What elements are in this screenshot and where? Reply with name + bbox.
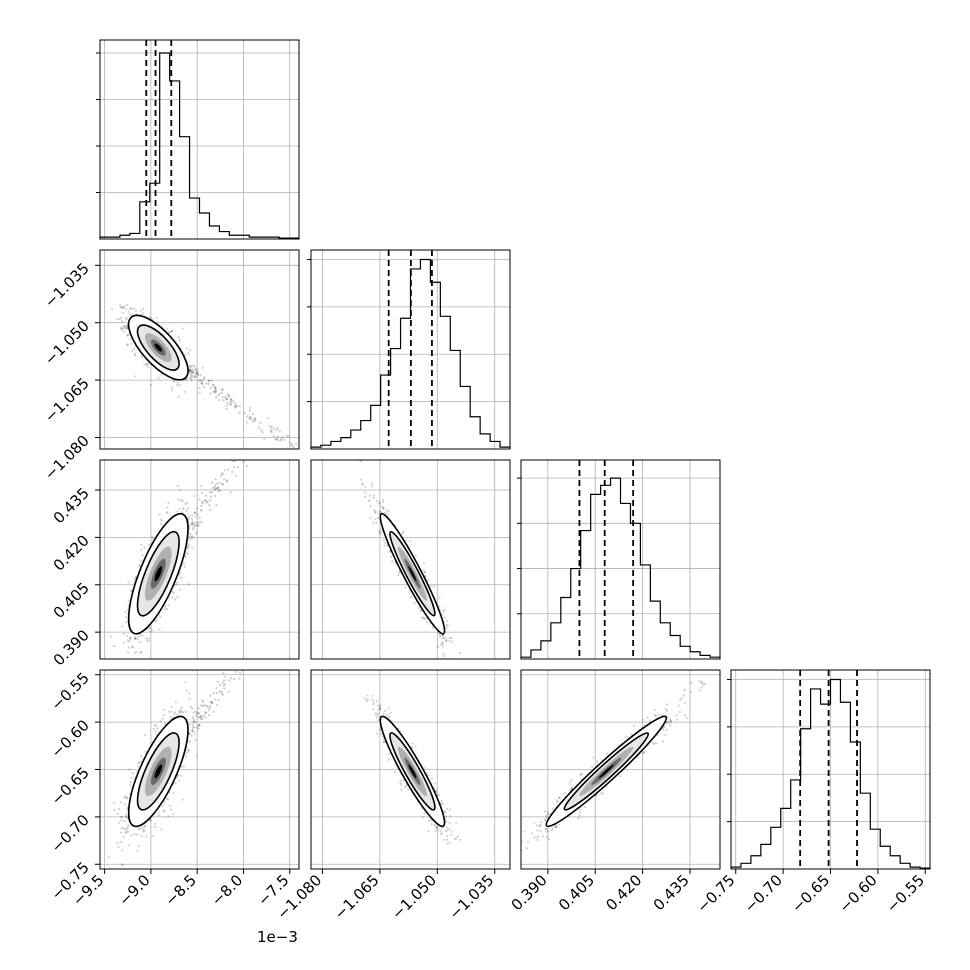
hist-step-3 bbox=[730, 678, 931, 869]
hist-step-0 bbox=[99, 52, 300, 239]
y-axis-3: −0.75−0.70−0.65−0.60−0.55 bbox=[48, 669, 100, 904]
density-core-0-3 bbox=[154, 764, 163, 779]
x-tick-label-3-1: −0.70 bbox=[741, 871, 786, 916]
y-tick-label-3-3: −0.60 bbox=[48, 716, 93, 761]
y-tick-label-1-2: −1.050 bbox=[41, 317, 93, 369]
scatter-panel-frame-0-2 bbox=[99, 459, 300, 660]
hist-panel-3 bbox=[727, 669, 931, 870]
scatter-panel-1-2 bbox=[310, 459, 511, 660]
density-core-2-3 bbox=[598, 764, 614, 779]
x-axis-2: 0.390 0.405 0.420 0.435 bbox=[508, 869, 693, 914]
y-tick-label-1-0: −1.080 bbox=[41, 432, 93, 484]
hist-panel-2 bbox=[517, 459, 721, 660]
scatter-panel-1-3 bbox=[310, 669, 511, 870]
y-tick-label-3-1: −0.70 bbox=[48, 811, 93, 856]
contour-line-0-3-1 bbox=[136, 732, 180, 811]
hist-panel-frame-1 bbox=[310, 249, 511, 450]
x-tick-label-3-3: −0.60 bbox=[835, 871, 880, 916]
x-axis-1: −1.080 −1.065 −1.050 −1.035 bbox=[273, 869, 498, 923]
scatter-panel-frame-0-1 bbox=[99, 249, 300, 450]
density-core-1-2 bbox=[408, 566, 417, 582]
y-tick-label-1-1: −1.065 bbox=[41, 374, 93, 426]
y-tick-label-2-0: 0.390 bbox=[50, 626, 93, 669]
scatter-points-0-2 bbox=[109, 460, 249, 655]
y-tick-label-1-3: −1.035 bbox=[41, 259, 93, 311]
scatter-panel-bg-0-1 bbox=[100, 250, 299, 449]
x-tick-label-2-3: 0.435 bbox=[650, 871, 693, 914]
density-core-0-2 bbox=[154, 566, 163, 582]
scatter-points-2-3 bbox=[521, 680, 707, 852]
x-tick-label-1-3: −1.035 bbox=[446, 871, 498, 923]
scatter-panel-0-1 bbox=[99, 249, 300, 450]
x-tick-label-0-3: −8.0 bbox=[208, 871, 246, 909]
contour-line-0-3-0 bbox=[127, 715, 189, 828]
scatter-points-1-3 bbox=[364, 694, 462, 845]
hist-panel-1 bbox=[307, 249, 511, 450]
hist-panel-frame-2 bbox=[520, 459, 721, 660]
density-core-0-1 bbox=[154, 343, 163, 352]
x-tick-label-2-0: 0.390 bbox=[508, 871, 551, 914]
contour-line-2-3-1 bbox=[563, 732, 650, 811]
x-tick-label-2-1: 0.405 bbox=[555, 871, 598, 914]
x-tick-label-0-1: −9.0 bbox=[115, 871, 153, 909]
y-axis-1: −1.080 −1.065−1.050 −1.035 bbox=[41, 259, 100, 484]
scatter-panel-frame-1-3 bbox=[310, 669, 511, 870]
contour-line-1-3-0 bbox=[379, 715, 446, 828]
scatter-panel-0-3 bbox=[99, 669, 300, 870]
panels-layer: −9.5 −9.0 −8.5 −8.0 −7.5−1.080 −1.065 −1.050 −1… bbox=[41, 39, 931, 923]
contour-line-2-3-0 bbox=[545, 715, 668, 828]
scatter-panel-2-3 bbox=[520, 669, 721, 870]
y-tick-label-2-3: 0.435 bbox=[50, 484, 93, 527]
x-tick-label-0-2: −8.5 bbox=[162, 871, 200, 909]
hist-step-2 bbox=[520, 477, 721, 659]
hist-panel-0 bbox=[96, 39, 300, 240]
contour-line-0-2-0 bbox=[127, 512, 189, 635]
x-axis-0: −9.5 −9.0 −8.5 −8.0 −7.5 bbox=[69, 869, 293, 910]
density-core-1-3 bbox=[408, 764, 417, 779]
scatter-panel-frame-1-2 bbox=[310, 459, 511, 660]
x-tick-label-3-0: −0.75 bbox=[693, 871, 738, 916]
x-offset-label: 1e−3 bbox=[257, 928, 298, 946]
y-tick-label-2-1: 0.405 bbox=[50, 579, 93, 622]
scatter-panel-frame-2-3 bbox=[520, 669, 721, 870]
scatter-panel-0-2 bbox=[99, 459, 300, 660]
x-tick-label-3-4: −0.55 bbox=[883, 871, 928, 916]
x-tick-label-2-2: 0.420 bbox=[602, 871, 645, 914]
x-tick-label-1-1: −1.065 bbox=[331, 871, 383, 923]
scatter-points-1-2 bbox=[359, 460, 461, 659]
contour-line-0-2-1 bbox=[136, 530, 180, 617]
scatter-points-0-1 bbox=[110, 303, 298, 449]
contour-line-0-1-1 bbox=[136, 324, 180, 371]
contour-line-1-2-1 bbox=[389, 530, 436, 617]
x-tick-label-1-2: −1.050 bbox=[388, 871, 440, 923]
x-axis-3: −0.75 −0.70 −0.65 −0.60 −0.55 bbox=[693, 869, 928, 916]
scatter-points-0-3 bbox=[107, 670, 244, 867]
y-tick-label-2-2: 0.420 bbox=[50, 531, 93, 574]
contour-line-0-1-0 bbox=[127, 314, 189, 381]
contour-line-1-3-1 bbox=[389, 732, 436, 811]
x-tick-label-3-2: −0.65 bbox=[788, 871, 833, 916]
y-tick-label-3-4: −0.55 bbox=[48, 669, 93, 714]
contour-line-1-2-0 bbox=[379, 512, 446, 635]
y-tick-label-3-2: −0.65 bbox=[48, 764, 93, 809]
hist-panel-frame-0 bbox=[99, 39, 300, 240]
